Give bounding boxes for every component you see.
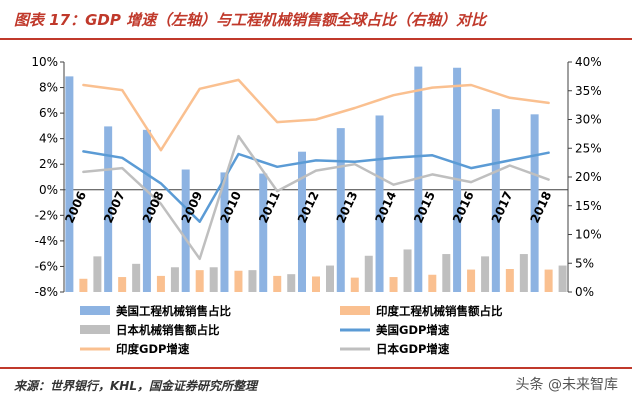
chart-area: -8% -6% -4% -2% 0% 2% 4% 6% 8% 10% 0% 5% 10% 15% 20% 25… bbox=[0, 40, 632, 365]
right-tick-label: 40% bbox=[575, 55, 602, 69]
figure-header: 图表 17：GDP 增速（左轴）与工程机械销售额全球占比（右轴）对比 bbox=[0, 0, 632, 40]
left-tick-label: 6% bbox=[39, 106, 58, 120]
bar bbox=[220, 172, 229, 292]
series-line bbox=[82, 78, 550, 152]
series-line bbox=[82, 134, 550, 261]
bar bbox=[259, 173, 268, 292]
legend-swatch bbox=[340, 306, 370, 315]
bar bbox=[558, 265, 567, 292]
bar bbox=[505, 269, 514, 292]
bar bbox=[65, 76, 74, 292]
bar bbox=[403, 249, 412, 292]
series-line bbox=[82, 150, 550, 223]
bar bbox=[209, 267, 218, 292]
bar bbox=[181, 169, 190, 292]
bar bbox=[248, 270, 257, 292]
bar bbox=[336, 128, 345, 292]
bar bbox=[375, 115, 384, 292]
legend-label: 美国工程机械销售占比 bbox=[116, 304, 231, 318]
left-tick-label: 0% bbox=[39, 183, 58, 197]
bar bbox=[312, 276, 320, 292]
left-tick-label: -8% bbox=[35, 285, 58, 299]
legend-swatch bbox=[80, 306, 110, 315]
bar bbox=[389, 277, 398, 292]
right-tick-label: 25% bbox=[575, 141, 602, 155]
legend-label: 美国GDP增速 bbox=[376, 323, 450, 337]
left-tick-label: -4% bbox=[35, 234, 58, 248]
right-tick-label: 15% bbox=[575, 199, 602, 213]
left-tick-label: 8% bbox=[39, 81, 58, 95]
bar bbox=[544, 269, 553, 292]
bar bbox=[364, 255, 373, 292]
legend-label: 印度GDP增速 bbox=[116, 342, 190, 356]
bar bbox=[156, 275, 165, 292]
combo-chart: -8% -6% -4% -2% 0% 2% 4% 6% 8% 10% 0% 5% 10% 15% 20% 25… bbox=[31, 55, 602, 356]
bar bbox=[195, 270, 204, 292]
bar bbox=[519, 254, 528, 292]
bar bbox=[530, 114, 539, 292]
figure-footer: 来源：世界银行，KHL，国金证券研究所整理 头条 @未来智库 bbox=[0, 367, 632, 401]
left-tick-label: 2% bbox=[39, 157, 58, 171]
watermark: 头条 @未来智库 bbox=[515, 377, 618, 393]
legend-swatch bbox=[80, 325, 110, 334]
bar bbox=[170, 267, 179, 292]
left-tick-label: -2% bbox=[35, 208, 58, 222]
right-tick-label: 20% bbox=[575, 170, 602, 184]
figure-title: 图表 17：GDP 增速（左轴）与工程机械销售额全球占比（右轴）对比 bbox=[14, 11, 487, 29]
bar bbox=[132, 263, 141, 292]
source-note: 来源：世界银行，KHL，国金证券研究所整理 bbox=[14, 379, 257, 393]
bar bbox=[326, 265, 334, 292]
bar bbox=[287, 274, 296, 292]
bar bbox=[467, 269, 476, 292]
left-tick-label: 4% bbox=[39, 132, 58, 146]
legend-label: 印度工程机械销售额占比 bbox=[376, 304, 503, 318]
bar bbox=[491, 109, 500, 293]
bar bbox=[79, 278, 88, 292]
bar bbox=[350, 277, 359, 292]
bar bbox=[298, 151, 306, 292]
bar bbox=[442, 254, 451, 292]
bar bbox=[234, 270, 243, 292]
right-tick-label: 10% bbox=[575, 228, 602, 242]
right-tick-label: 35% bbox=[575, 84, 602, 98]
legend-label: 日本GDP增速 bbox=[376, 342, 450, 356]
bar bbox=[428, 274, 437, 292]
right-tick-label: 30% bbox=[575, 113, 602, 127]
legend-label: 日本机械销售额占比 bbox=[116, 323, 220, 337]
right-tick-label: 5% bbox=[575, 256, 594, 270]
bar bbox=[93, 256, 102, 292]
left-tick-label: 10% bbox=[31, 55, 58, 69]
bar bbox=[273, 275, 282, 292]
bar bbox=[104, 126, 113, 293]
right-tick-label: 0% bbox=[575, 285, 594, 299]
bar bbox=[118, 277, 127, 292]
bar bbox=[481, 256, 490, 292]
bar bbox=[142, 129, 151, 292]
left-tick-label: -6% bbox=[35, 259, 58, 273]
